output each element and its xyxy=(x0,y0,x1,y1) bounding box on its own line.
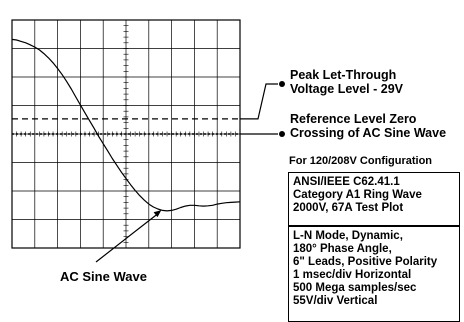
peak-label-line-1: Peak Let-Through xyxy=(290,68,397,82)
spec-line: 2000V, 67A Test Plot xyxy=(293,202,404,214)
test-conditions-box: L-N Mode, Dynamic, 180° Phase Angle, 6" … xyxy=(288,226,460,322)
spec-line: ANSI/IEEE C62.41.1 xyxy=(293,176,400,188)
spec-line: Category A1 Ring Wave xyxy=(293,189,422,201)
series-ac-sine-wave xyxy=(11,38,241,212)
reference-level-label: Reference Level Zero Crossing of AC Sine… xyxy=(290,112,446,140)
spec-line: 180° Phase Angle, xyxy=(293,243,392,255)
peak-callout-dot xyxy=(279,81,285,87)
spec-line: L-N Mode, Dynamic, xyxy=(293,230,403,242)
sine-callout-leader xyxy=(95,213,158,263)
configuration-title: For 120/208V Configuration xyxy=(289,155,433,167)
reference-callout-dot xyxy=(279,131,285,137)
series-layer xyxy=(11,38,241,212)
spec-line: 55V/div Vertical xyxy=(293,295,378,307)
test-standard-box: ANSI/IEEE C62.41.1 Category A1 Ring Wave… xyxy=(288,172,460,226)
spec-line: 1 msec/div Horizontal xyxy=(293,269,412,281)
sine-callout-arrowhead xyxy=(153,210,162,218)
spec-line: 6" Leads, Positive Polarity xyxy=(293,256,438,268)
callouts xyxy=(95,81,285,263)
reference-lines xyxy=(12,118,240,135)
peak-callout-leader xyxy=(240,83,278,120)
peak-let-through-label: Peak Let-Through Voltage Level - 29V xyxy=(290,68,403,96)
ref-label-line-1: Reference Level Zero xyxy=(290,112,417,126)
ac-sine-wave-label: AC Sine Wave xyxy=(60,269,147,284)
ref-label-line-2: Crossing of AC Sine Wave xyxy=(290,126,447,140)
peak-label-line-2: Voltage Level - 29V xyxy=(290,82,404,96)
spec-line: 500 Mega samples/sec xyxy=(293,282,417,294)
